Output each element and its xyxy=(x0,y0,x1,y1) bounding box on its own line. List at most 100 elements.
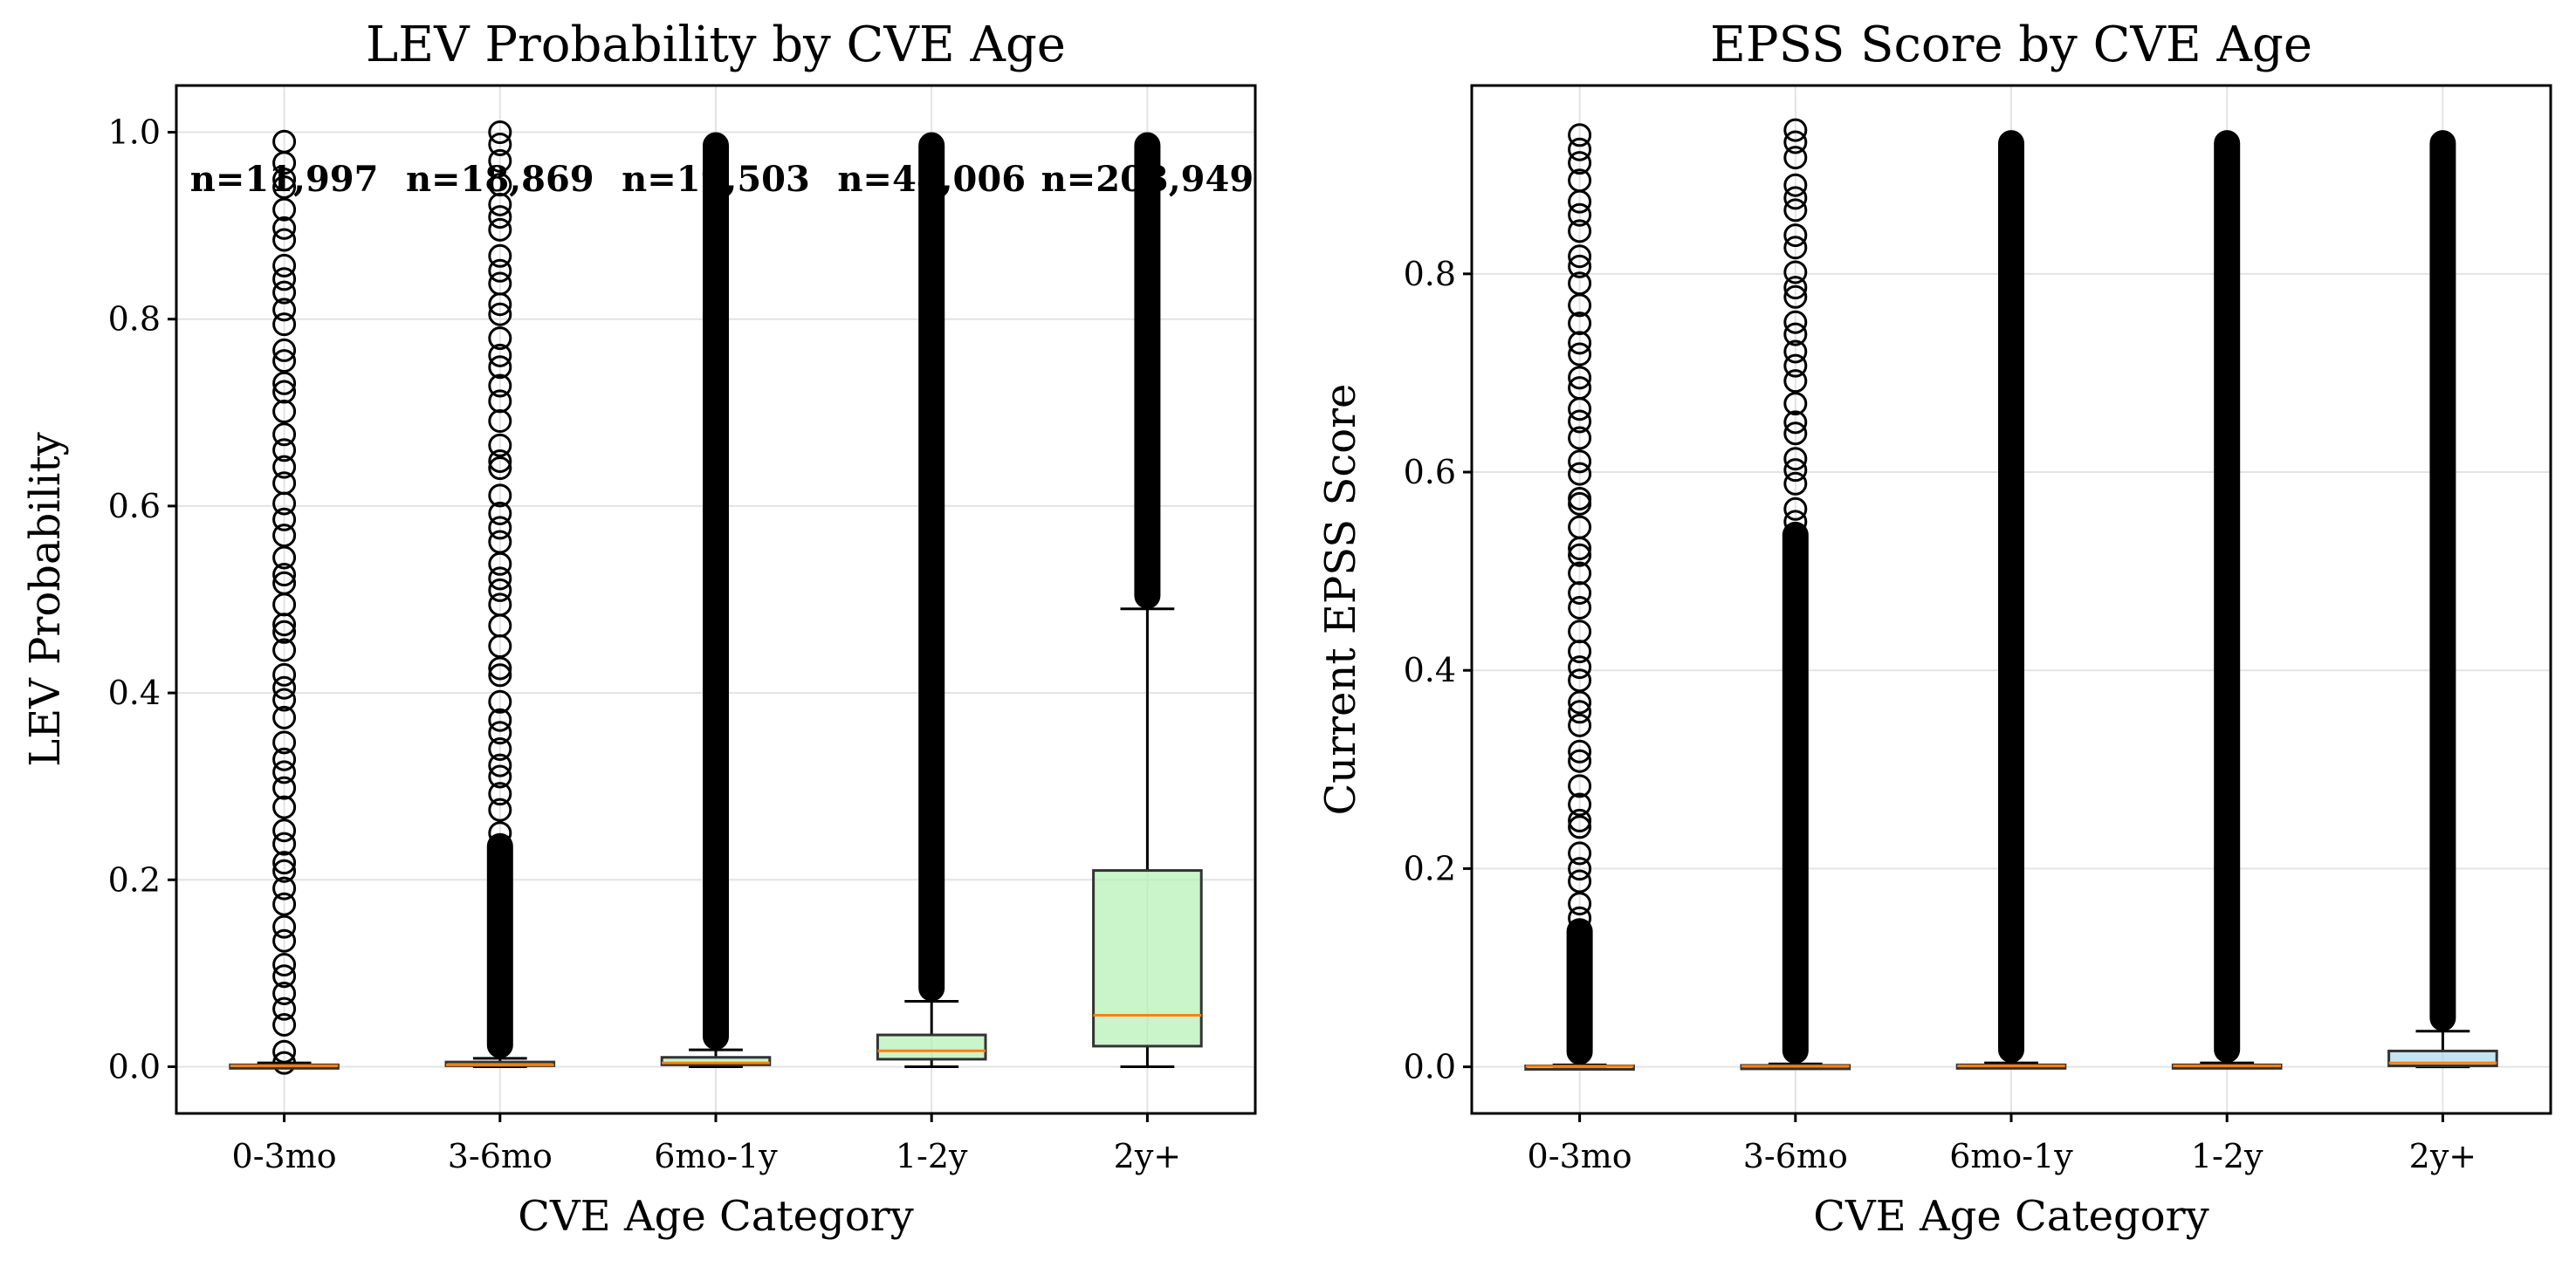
outlier-point xyxy=(272,996,297,1021)
outlier-point xyxy=(272,380,297,404)
outlier-point xyxy=(488,753,512,777)
outlier-point xyxy=(488,501,512,525)
y-tick-label: 0.6 xyxy=(108,487,161,525)
outlier-point xyxy=(272,1012,297,1037)
x-axis-label: CVE Age Category xyxy=(518,1192,913,1241)
box-1-2y xyxy=(876,132,987,1068)
x-tick-label: 0-3mo xyxy=(1528,1137,1632,1175)
iqr-box xyxy=(876,1033,987,1061)
outlier-point xyxy=(488,708,512,732)
outlier-cluster xyxy=(1782,521,1809,1065)
outlier-point xyxy=(488,148,512,173)
y-axis-label: Current EPSS Score xyxy=(1316,384,1365,816)
outlier-point xyxy=(488,373,512,398)
outlier-point xyxy=(488,173,512,197)
outlier-point xyxy=(1568,123,1592,147)
outlier-point xyxy=(1568,244,1592,269)
outlier-point xyxy=(1783,118,1808,142)
y-tick-label: 0.0 xyxy=(108,1047,161,1086)
outlier-point xyxy=(1783,339,1808,364)
box-0-3mo xyxy=(229,129,340,1075)
outlier-point xyxy=(1783,284,1808,309)
outlier-point xyxy=(1568,713,1592,737)
outlier-point xyxy=(1568,869,1592,894)
outlier-points xyxy=(2214,130,2241,1064)
x-tick-label: 2y+ xyxy=(2409,1137,2476,1175)
outlier-point xyxy=(1568,151,1592,175)
outlier-point xyxy=(272,129,297,154)
outlier-point xyxy=(1568,655,1592,680)
outlier-point xyxy=(272,832,297,856)
x-tick-label: 2y+ xyxy=(1114,1137,1181,1175)
y-axis-label: LEV Probability xyxy=(21,432,70,767)
outlier-point xyxy=(1783,276,1808,300)
outlier-point xyxy=(1568,543,1592,567)
outlier-point xyxy=(1783,322,1808,346)
outlier-point xyxy=(272,747,297,771)
outlier-point xyxy=(1568,137,1592,161)
outlier-point xyxy=(1568,808,1592,832)
outlier-point xyxy=(1783,510,1808,534)
x-tick-label: 1-2y xyxy=(2191,1137,2263,1175)
outlier-point xyxy=(488,326,512,351)
outlier-point xyxy=(488,243,512,268)
outlier-point xyxy=(488,302,512,326)
outlier-cluster xyxy=(1566,918,1593,1065)
outlier-point xyxy=(1568,595,1592,620)
lev-chart-panel: 0.0 0.2 0.4 0.6 0.8 1.0 0-3mo 3-6mo 6mo-1y 1-2y 2y… xyxy=(21,17,1257,1241)
outlier-point xyxy=(272,981,297,1005)
outlier-point xyxy=(272,914,297,939)
outlier-point xyxy=(488,821,512,846)
outlier-point xyxy=(272,228,297,252)
x-tick-label: 3-6mo xyxy=(1743,1137,1848,1175)
outlier-cluster xyxy=(703,132,729,1051)
outlier-points xyxy=(1134,132,1161,609)
outlier-points xyxy=(703,132,729,1051)
box-2y+ xyxy=(2387,130,2498,1069)
x-tick-label: 1-2y xyxy=(896,1137,968,1175)
outlier-point xyxy=(272,471,297,496)
x-tick-label: 3-6mo xyxy=(448,1137,553,1175)
outlier-points xyxy=(1782,118,1809,1065)
outlier-point xyxy=(488,449,512,473)
outlier-point xyxy=(272,312,297,337)
outlier-point xyxy=(1568,366,1592,390)
outlier-point xyxy=(1568,331,1592,355)
sample-size-label: n=11,997 xyxy=(190,159,379,200)
outlier-point xyxy=(272,216,297,240)
outlier-points xyxy=(1998,130,2024,1064)
outlier-point xyxy=(272,371,297,395)
outlier-point xyxy=(1783,447,1808,471)
box-3-6mo xyxy=(444,120,556,1068)
outlier-point xyxy=(272,620,297,644)
outlier-point xyxy=(1568,271,1592,296)
outlier-point xyxy=(272,876,297,901)
outlier-point xyxy=(272,524,297,548)
outlier-point xyxy=(1568,254,1592,278)
y-tick-label: 0.6 xyxy=(1404,453,1456,491)
outlier-cluster xyxy=(918,132,945,1002)
chart-title: LEV Probability by CVE Age xyxy=(366,17,1066,73)
outlier-point xyxy=(488,736,512,761)
x-tick-label: 6mo-1y xyxy=(654,1137,778,1175)
outlier-point xyxy=(272,705,297,729)
outlier-point xyxy=(488,578,512,602)
outlier-point xyxy=(488,433,512,457)
outlier-point xyxy=(272,338,297,362)
outlier-point xyxy=(272,438,297,462)
outlier-point xyxy=(272,267,297,291)
outlier-point xyxy=(1783,392,1808,416)
outlier-point xyxy=(272,964,297,989)
outlier-point xyxy=(272,349,297,373)
outlier-point xyxy=(488,530,512,554)
outlier-point xyxy=(1568,376,1592,401)
outlier-point xyxy=(1568,700,1592,724)
outlier-point xyxy=(1783,471,1808,496)
outlier-point xyxy=(488,120,512,145)
outlier-point xyxy=(272,280,297,305)
outlier-point xyxy=(488,389,512,414)
outlier-point xyxy=(1568,892,1592,916)
box-2y+ xyxy=(1092,132,1203,1068)
outlier-point xyxy=(272,563,297,587)
outlier-point xyxy=(272,298,297,322)
